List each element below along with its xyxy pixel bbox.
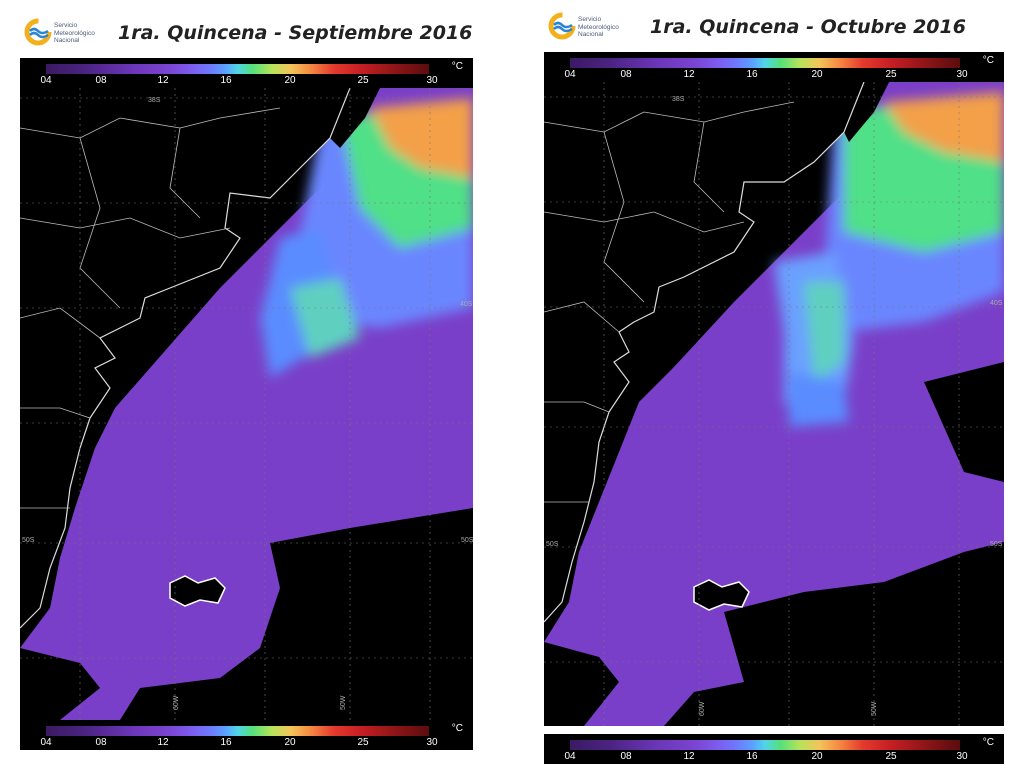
left-sst-map: 38S 40S 50S 50S 60W 50W xyxy=(20,88,473,720)
smn-logo-icon xyxy=(24,18,52,46)
colorbar-tick: 20 xyxy=(284,737,296,748)
lon-label: 60W xyxy=(699,701,706,716)
colorbar-tick: 08 xyxy=(95,75,107,86)
province-borders xyxy=(20,107,281,509)
lon-label: 50W xyxy=(340,695,347,710)
sst-warm-patches xyxy=(774,92,1004,427)
land-argentina xyxy=(544,82,864,622)
smn-logo: Servicio Meteorológico Nacional xyxy=(548,12,648,46)
lat-label: 50S xyxy=(546,541,559,548)
coastline xyxy=(20,88,351,629)
smn-logo: Servicio Meteorológico Nacional xyxy=(24,18,124,52)
colorbar-tick: 30 xyxy=(426,737,438,748)
colorbar-tick: 16 xyxy=(220,75,232,86)
land-tierra-del-fuego xyxy=(544,642,619,726)
colorbar-unit: °C xyxy=(451,61,463,72)
colorbar-tick: 16 xyxy=(746,69,758,80)
lat-label: 38S xyxy=(672,96,685,103)
right-colorbar-bottom: °C 04 08 12 16 20 25 30 xyxy=(544,734,1004,764)
colorbar-tick: 20 xyxy=(811,751,823,762)
colorbar-unit: °C xyxy=(451,723,463,734)
cloud-mask xyxy=(664,542,1004,726)
lat-label: 50S xyxy=(461,537,473,544)
colorbar-tick: 16 xyxy=(746,751,758,762)
lat-label: 50S xyxy=(22,537,35,544)
colorbar-tick: 12 xyxy=(157,75,169,86)
right-header: Servicio Meteorológico Nacional 1ra. Qui… xyxy=(548,6,1008,50)
coastline xyxy=(544,82,865,623)
colorbar-tick: 12 xyxy=(683,751,695,762)
smn-logo-icon xyxy=(548,12,576,40)
colorbar-gradient xyxy=(46,64,429,74)
cloud-mask xyxy=(924,362,1004,482)
colorbar-tick: 25 xyxy=(357,75,369,86)
colorbar-tick: 30 xyxy=(426,75,438,86)
left-map-svg: 38S 40S 50S 50S 60W 50W xyxy=(20,88,473,720)
province-borders xyxy=(544,101,795,503)
colorbar-tick: 20 xyxy=(811,69,823,80)
colorbar-tick: 25 xyxy=(885,751,897,762)
left-header: Servicio Meteorológico Nacional 1ra. Qui… xyxy=(24,12,484,56)
lat-label: 40S xyxy=(460,301,473,308)
malvinas-islands xyxy=(693,579,750,611)
colorbar-unit: °C xyxy=(982,737,994,748)
logo-text: Servicio Meteorológico Nacional xyxy=(54,22,95,44)
right-title: 1ra. Quincena - Octubre 2016 xyxy=(650,16,966,38)
colorbar-tick: 08 xyxy=(95,737,107,748)
land-argentina xyxy=(20,88,350,628)
colorbar-gradient xyxy=(570,740,960,750)
sst-warm-patches xyxy=(260,98,473,378)
left-panel: Servicio Meteorológico Nacional 1ra. Qui… xyxy=(0,0,500,768)
colorbar-tick: 30 xyxy=(956,69,968,80)
left-title: 1ra. Quincena - Septiembre 2016 xyxy=(118,22,473,44)
lat-label: 38S xyxy=(148,97,161,104)
colorbar-tick: 12 xyxy=(683,69,695,80)
colorbar-tick: 08 xyxy=(620,69,632,80)
colorbar-tick: 30 xyxy=(956,751,968,762)
colorbar-gradient xyxy=(570,58,960,68)
lon-label: 50W xyxy=(871,701,878,716)
colorbar-tick: 25 xyxy=(885,69,897,80)
colorbar-tick: 04 xyxy=(564,751,576,762)
lat-label: 40S xyxy=(990,300,1003,307)
right-sst-map: 38S 40S 50S 50S 60W 50W xyxy=(544,82,1004,726)
colorbar-tick: 04 xyxy=(564,69,576,80)
colorbar-tick: 04 xyxy=(40,75,52,86)
lon-label: 60W xyxy=(173,695,180,710)
colorbar-tick: 04 xyxy=(40,737,52,748)
colorbar-tick: 12 xyxy=(157,737,169,748)
right-panel: Servicio Meteorológico Nacional 1ra. Qui… xyxy=(520,0,1024,768)
right-colorbar-top: °C 04 08 12 16 20 25 30 xyxy=(544,52,1004,82)
lat-label: 50S xyxy=(990,541,1003,548)
malvinas-islands xyxy=(169,575,226,607)
colorbar-tick: 25 xyxy=(357,737,369,748)
logo-text: Servicio Meteorológico Nacional xyxy=(578,16,619,38)
colorbar-tick: 16 xyxy=(220,737,232,748)
land-uruguay xyxy=(844,82,889,142)
left-colorbar-bottom: °C 04 08 12 16 20 25 30 xyxy=(20,720,473,750)
colorbar-tick: 20 xyxy=(284,75,296,86)
colorbar-tick: 08 xyxy=(620,751,632,762)
land-uruguay xyxy=(330,88,380,148)
colorbar-unit: °C xyxy=(982,55,994,66)
right-map-svg: 38S 40S 50S 50S 60W 50W xyxy=(544,82,1004,726)
colorbar-gradient xyxy=(46,726,429,736)
left-colorbar-top: °C 04 08 12 16 20 25 30 xyxy=(20,58,473,88)
cloud-mask xyxy=(120,508,473,720)
